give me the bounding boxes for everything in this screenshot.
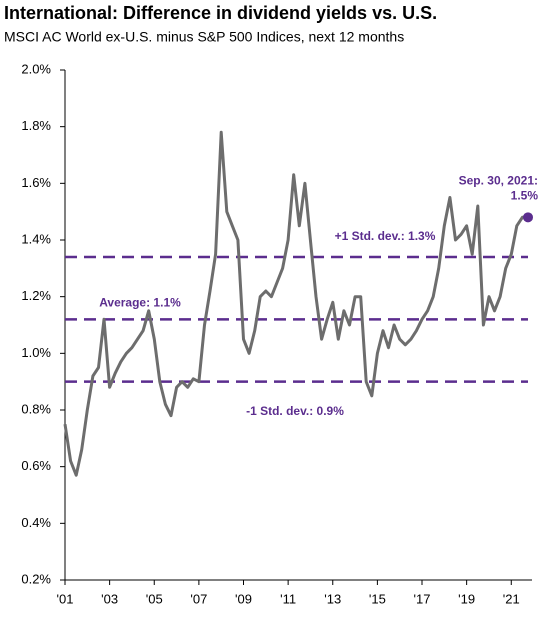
y-tick-label: 1.8%	[21, 118, 51, 133]
y-tick-label: 0.2%	[21, 571, 51, 586]
chart-subtitle: MSCI AC World ex-U.S. minus S&P 500 Indi…	[4, 29, 404, 45]
reference-label: Average: 1.1%	[99, 296, 181, 310]
y-tick-label: 1.4%	[21, 231, 51, 246]
reference-label: -1 Std. dev.: 0.9%	[246, 404, 344, 418]
y-tick-label: 2.0%	[21, 61, 51, 76]
x-tick-label: '21	[503, 591, 520, 606]
series-line	[63, 130, 528, 477]
end-point-label: Sep. 30, 2021:	[459, 174, 538, 188]
y-tick-label: 1.6%	[21, 175, 51, 190]
chart-title: International: Difference in dividend yi…	[4, 3, 437, 23]
end-point-label: 1.5%	[511, 189, 539, 203]
x-tick-label: '15	[369, 591, 386, 606]
x-tick-label: '07	[190, 591, 207, 606]
reference-label: +1 Std. dev.: 1.3%	[335, 229, 436, 243]
y-tick-label: 0.6%	[21, 458, 51, 473]
x-tick-label: '19	[458, 591, 475, 606]
x-tick-label: '11	[280, 591, 296, 606]
x-tick-label: '13	[324, 591, 341, 606]
x-tick-label: '03	[101, 591, 118, 606]
end-point	[523, 212, 533, 223]
y-tick-label: 1.0%	[21, 345, 51, 360]
y-tick-label: 1.2%	[21, 288, 51, 303]
y-tick-label: 0.8%	[21, 401, 51, 416]
x-tick-label: '09	[235, 591, 252, 606]
x-tick-label: '17	[414, 591, 431, 606]
x-tick-label: '05	[146, 591, 163, 606]
x-tick-label: '01	[57, 591, 74, 606]
y-tick-label: 0.4%	[21, 515, 51, 530]
